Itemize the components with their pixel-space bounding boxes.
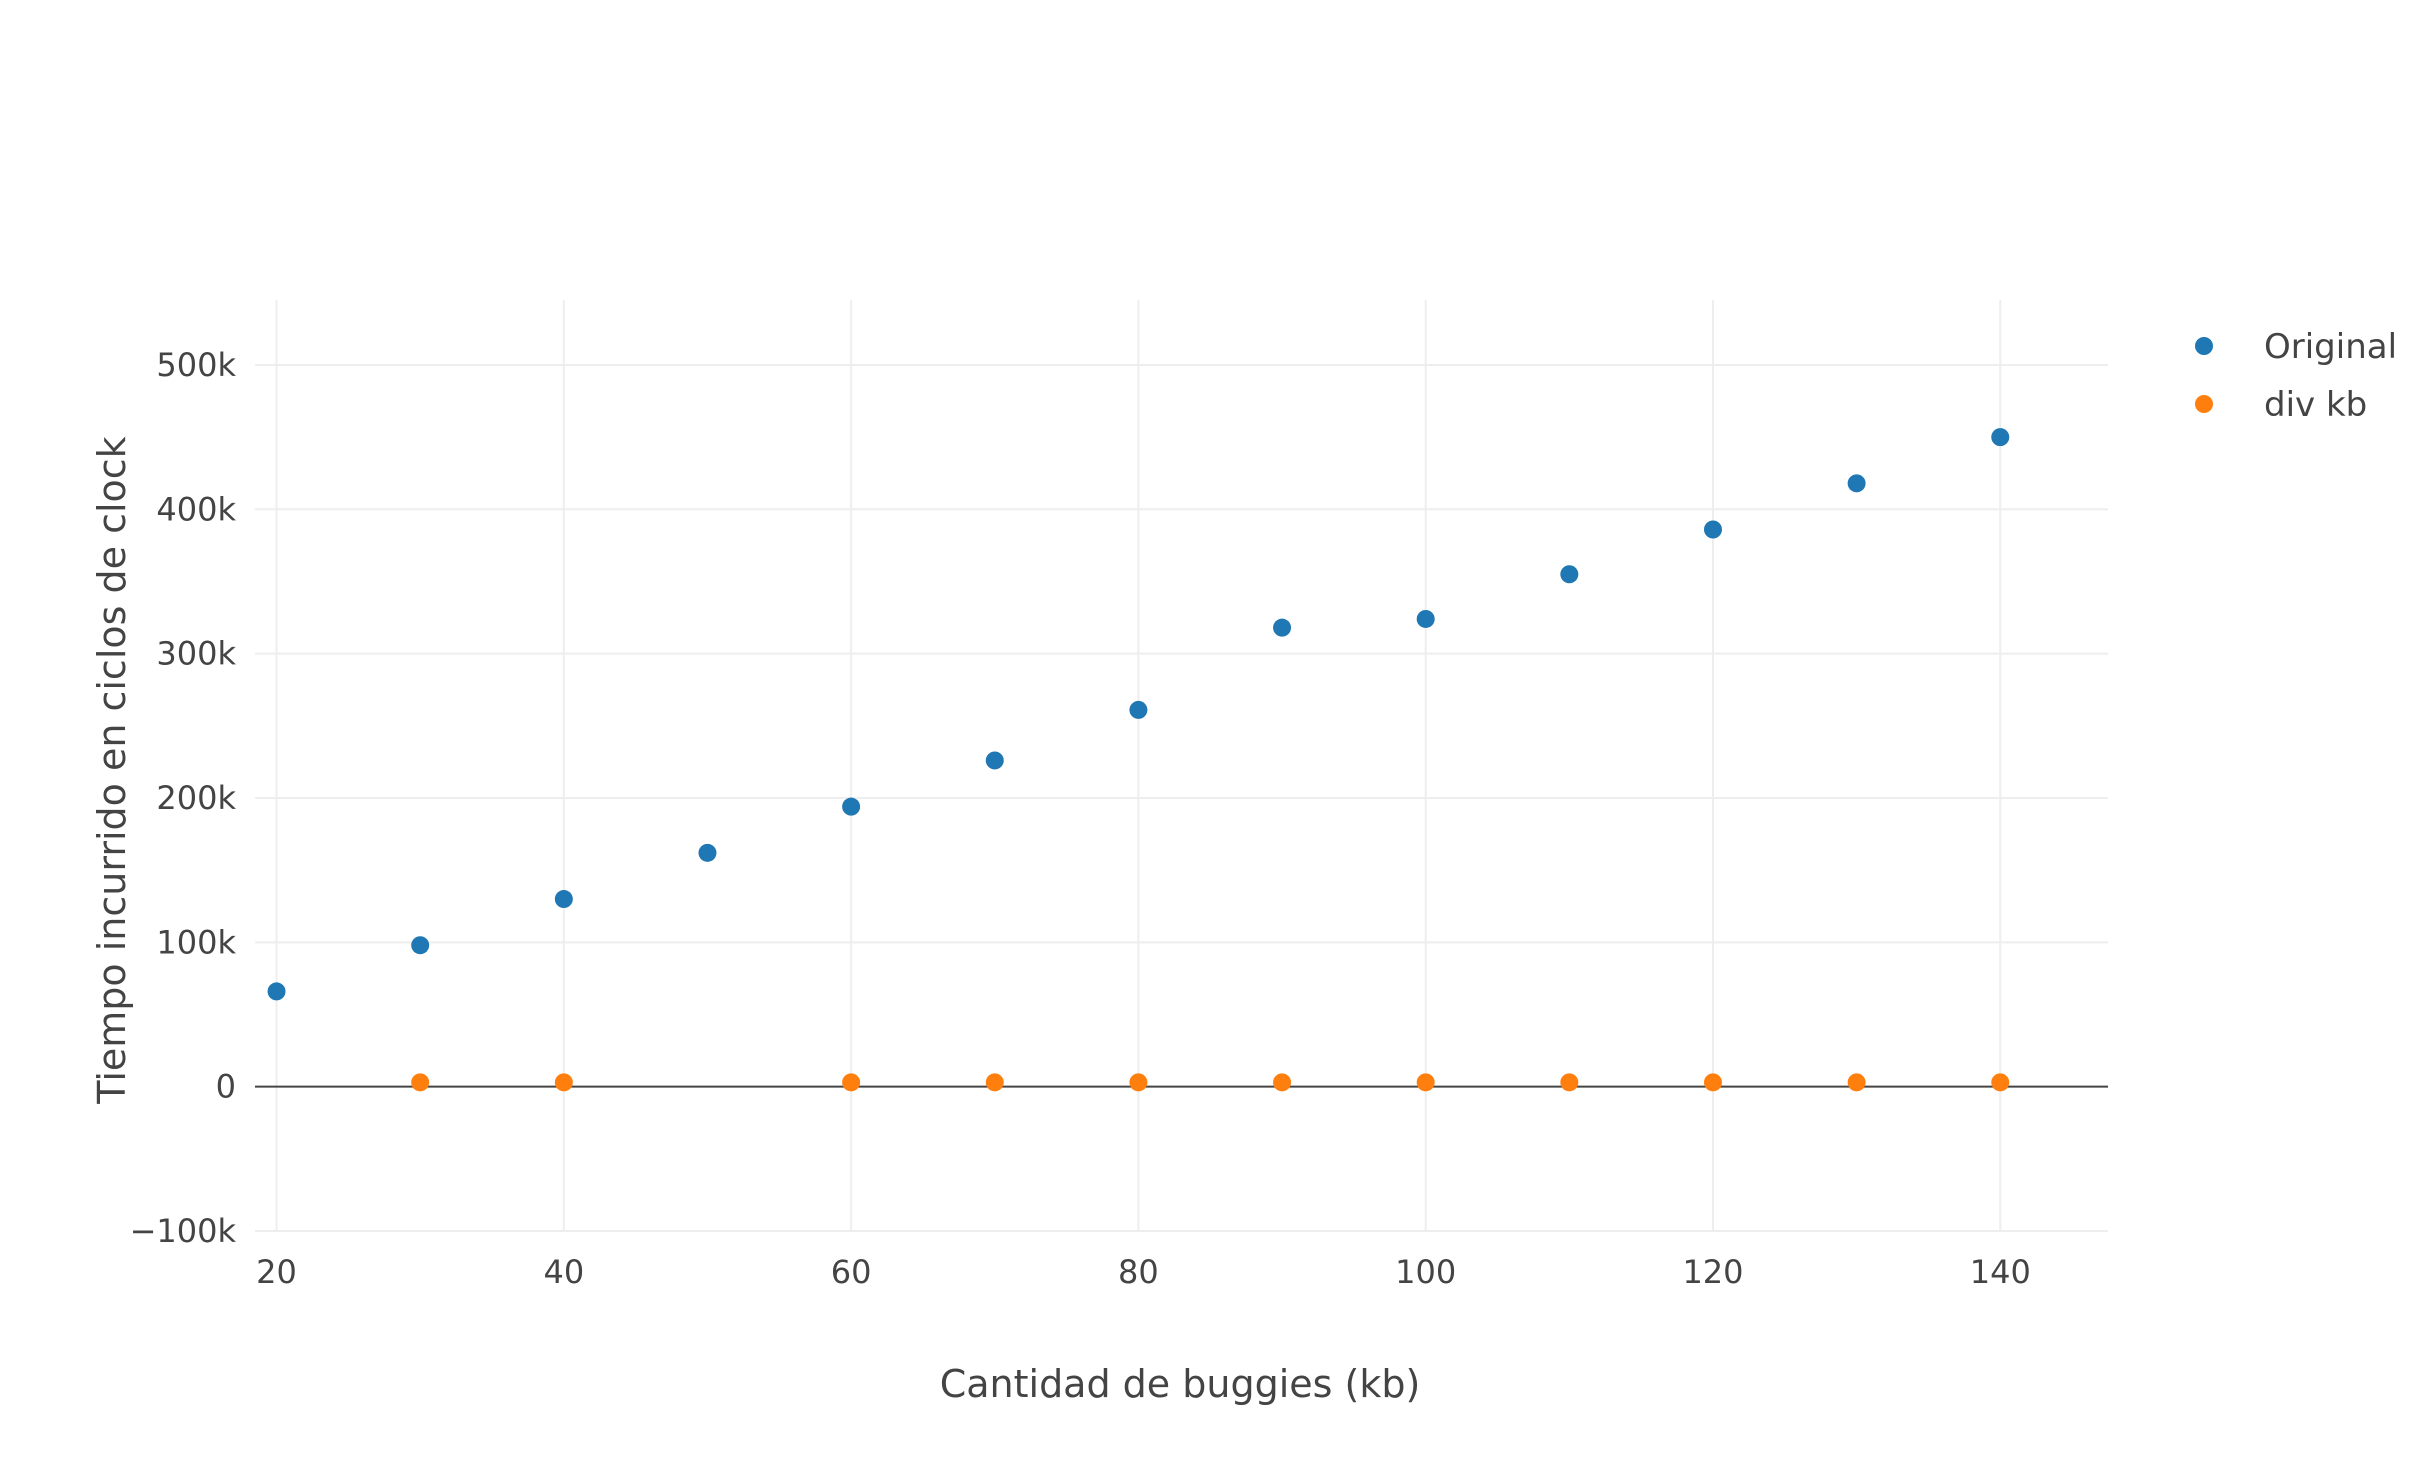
series-2: [411, 1073, 2010, 1092]
data-point: [1703, 520, 1722, 539]
data-point: [1416, 609, 1435, 628]
y-tick-labels: −100k 0 100k 200k 300k 400k 500k: [130, 346, 237, 1250]
data-point: [1129, 1073, 1148, 1092]
legend-item[interactable]: Original: [2195, 327, 2397, 367]
y-tick-label: 500k: [156, 346, 236, 384]
legend-marker: [2195, 337, 2213, 355]
data-point: [698, 843, 717, 862]
data-point: [842, 797, 861, 816]
x-tick-label: 140: [1970, 1253, 2031, 1291]
series-1: [267, 428, 2010, 1001]
data-point: [1560, 1073, 1579, 1092]
data-point: [1273, 618, 1292, 637]
x-tick-label: 60: [831, 1253, 872, 1291]
data-point: [1560, 565, 1579, 584]
x-tick-label: 40: [543, 1253, 584, 1291]
legend: Original div kb: [2195, 327, 2397, 425]
data-points: [267, 428, 2010, 1092]
data-point: [842, 1073, 861, 1092]
legend-label: Original: [2264, 327, 2397, 367]
x-tick-label: 20: [256, 1253, 297, 1291]
grid-lines: [255, 300, 2108, 1232]
x-tick-label: 100: [1395, 1253, 1456, 1291]
y-axis-title: Tiempo incurrido en ciclos de clock: [90, 436, 134, 1104]
data-point: [985, 1073, 1004, 1092]
y-tick-label: 100k: [156, 923, 236, 961]
x-axis-title: Cantidad de buggies (kb): [940, 1362, 1421, 1406]
data-point: [1129, 700, 1148, 719]
data-point: [1847, 474, 1866, 493]
data-point: [1703, 1073, 1722, 1092]
legend-item[interactable]: div kb: [2195, 385, 2367, 425]
data-point: [1273, 1073, 1292, 1092]
x-tick-labels: 20 40 60 80 100 120 140: [256, 1253, 2031, 1291]
data-point: [554, 890, 573, 909]
y-tick-label: 0: [216, 1068, 236, 1106]
x-tick-label: 80: [1118, 1253, 1159, 1291]
y-tick-label: 200k: [156, 779, 236, 817]
data-point: [411, 936, 430, 955]
legend-label: div kb: [2264, 385, 2367, 425]
legend-marker: [2195, 395, 2213, 413]
data-point: [554, 1073, 573, 1092]
data-point: [1416, 1073, 1435, 1092]
y-tick-label: −100k: [130, 1212, 237, 1250]
y-tick-label: 400k: [156, 490, 236, 528]
data-point: [1847, 1073, 1866, 1092]
x-tick-label: 120: [1682, 1253, 1743, 1291]
data-point: [1991, 1073, 2010, 1092]
y-tick-label: 300k: [156, 635, 236, 673]
data-point: [985, 751, 1004, 770]
data-point: [1991, 428, 2010, 447]
data-point: [411, 1073, 430, 1092]
data-point: [267, 982, 286, 1001]
